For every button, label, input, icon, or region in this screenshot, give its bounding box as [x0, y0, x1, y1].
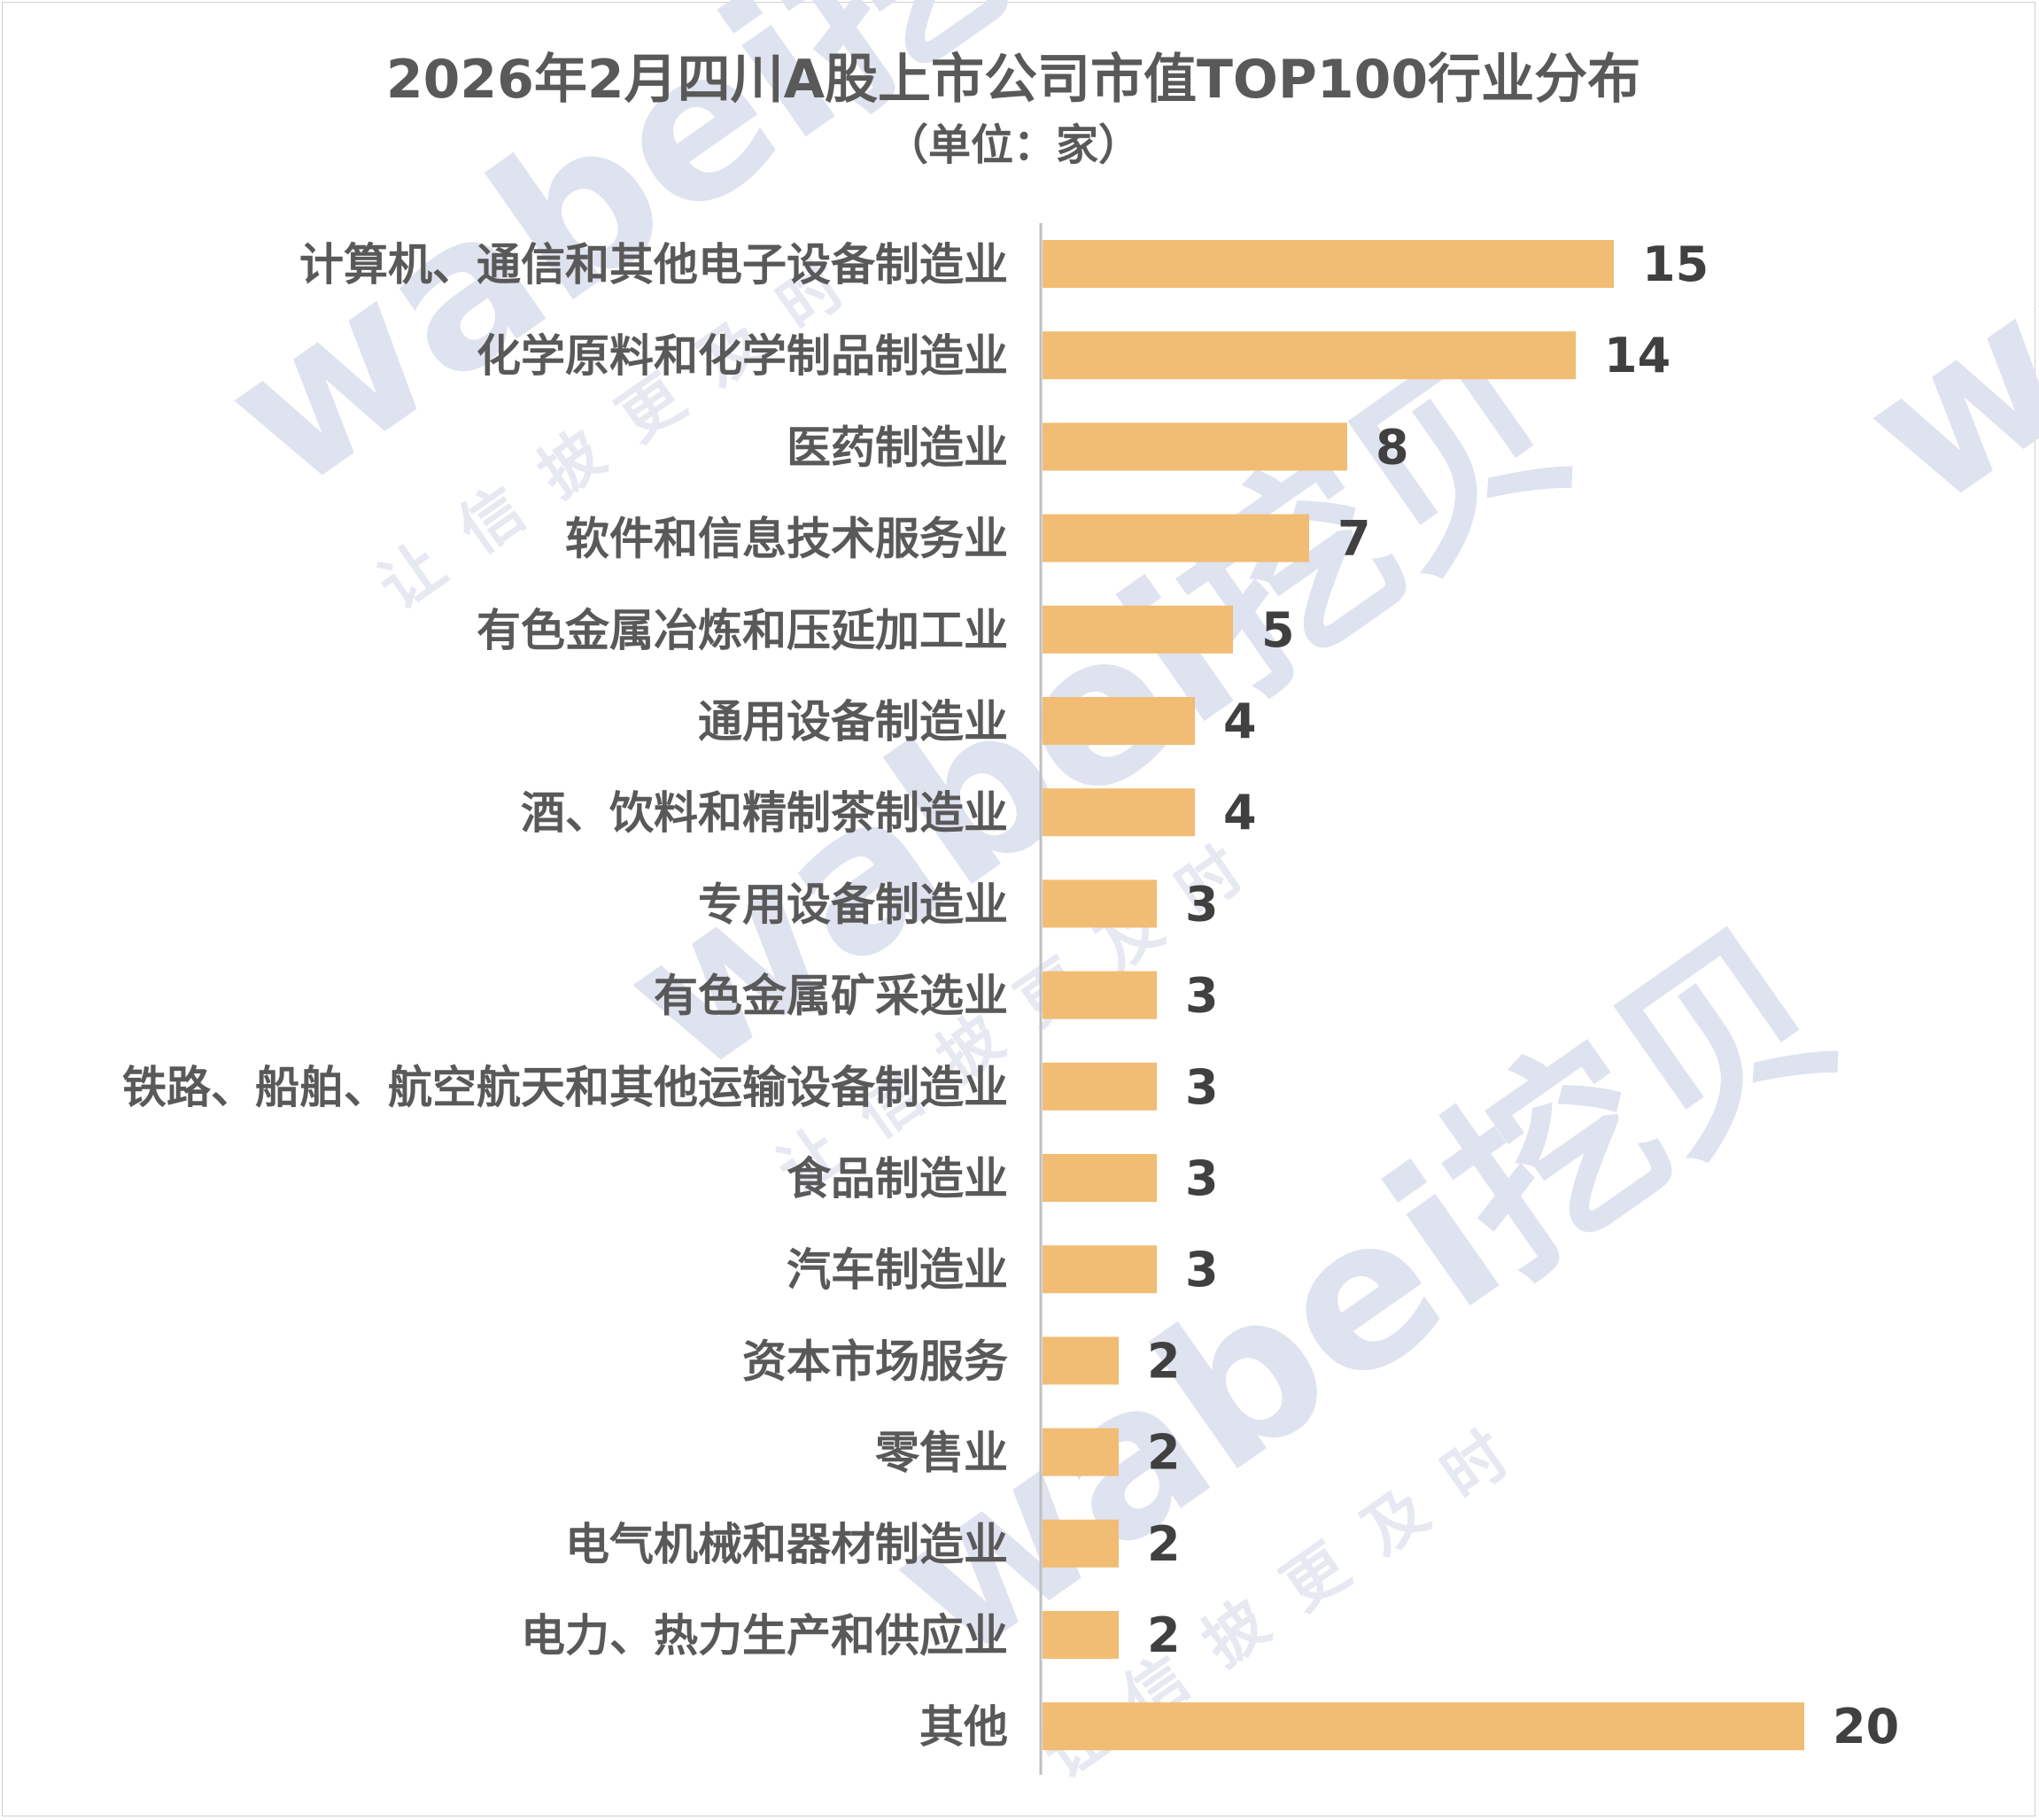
- category-label: 化学原料和化学制品制造业: [477, 330, 1008, 382]
- bar: [1043, 514, 1309, 562]
- category-label: 铁路、船舶、航空航天和其他运输设备制造业: [122, 1062, 1008, 1113]
- bar: [1043, 1519, 1119, 1568]
- category-label: 电气机械和器材制造业: [565, 1519, 1008, 1570]
- data-label: 3: [1185, 1059, 1219, 1115]
- bar: [1043, 605, 1233, 654]
- bar: [1043, 788, 1195, 837]
- bar: [1043, 879, 1157, 928]
- category-label: 医药制造业: [787, 422, 1008, 473]
- bar: [1043, 331, 1576, 380]
- category-label: 电力、热力生产和供应业: [521, 1610, 1008, 1661]
- bar: [1043, 1245, 1157, 1294]
- category-label: 通用设备制造业: [698, 696, 1008, 747]
- category-label: 酒、饮料和精制茶制造业: [521, 787, 1008, 839]
- category-label: 零售业: [875, 1428, 1008, 1479]
- data-label: 2: [1147, 1516, 1181, 1572]
- data-label: 2: [1147, 1425, 1181, 1481]
- bar: [1043, 1336, 1119, 1385]
- data-label: 2: [1147, 1333, 1181, 1389]
- category-label: 有色金属冶炼和压延加工业: [477, 605, 1008, 656]
- bar: [1043, 422, 1347, 471]
- bar: [1043, 1154, 1157, 1202]
- data-label: 20: [1833, 1699, 1899, 1754]
- data-label: 2: [1147, 1607, 1181, 1663]
- watermark-logo-partial: wabei挖贝: [1823, 0, 2039, 554]
- data-label: 3: [1185, 876, 1219, 932]
- data-label: 4: [1223, 785, 1257, 840]
- bar-group: [1043, 240, 1804, 1751]
- data-label: 8: [1376, 419, 1409, 475]
- category-label: 汽车制造业: [787, 1244, 1008, 1296]
- category-label: 其他: [919, 1701, 1008, 1753]
- bar: [1043, 697, 1195, 745]
- bar: [1043, 1611, 1119, 1659]
- bar: [1043, 1428, 1119, 1476]
- chart-subtitle: （单位：家）: [886, 120, 1141, 170]
- category-label: 食品制造业: [787, 1153, 1008, 1204]
- data-label: 15: [1642, 236, 1709, 292]
- data-label: 14: [1604, 328, 1671, 383]
- category-label: 有色金属矿采选业: [654, 971, 1008, 1022]
- bar: [1043, 240, 1614, 288]
- category-label: 计算机、通信和其他电子设备制造业: [299, 239, 1008, 290]
- category-label: 资本市场服务: [742, 1336, 1008, 1387]
- data-label: 3: [1185, 968, 1219, 1024]
- category-labels: 计算机、通信和其他电子设备制造业化学原料和化学制品制造业医药制造业软件和信息技术…: [122, 239, 1008, 1753]
- data-label: 7: [1337, 511, 1371, 567]
- data-label: 3: [1185, 1150, 1219, 1206]
- category-label: 专用设备制造业: [698, 879, 1008, 930]
- data-label: 5: [1261, 602, 1295, 658]
- data-label: 4: [1223, 693, 1257, 749]
- data-label: 3: [1185, 1242, 1219, 1297]
- bar: [1043, 1702, 1804, 1751]
- bar: [1043, 1062, 1157, 1111]
- bar: [1043, 971, 1157, 1019]
- chart-title: 2026年2月四川A股上市公司市值TOP100行业分布: [386, 49, 1640, 111]
- category-label: 软件和信息技术服务业: [565, 514, 1008, 565]
